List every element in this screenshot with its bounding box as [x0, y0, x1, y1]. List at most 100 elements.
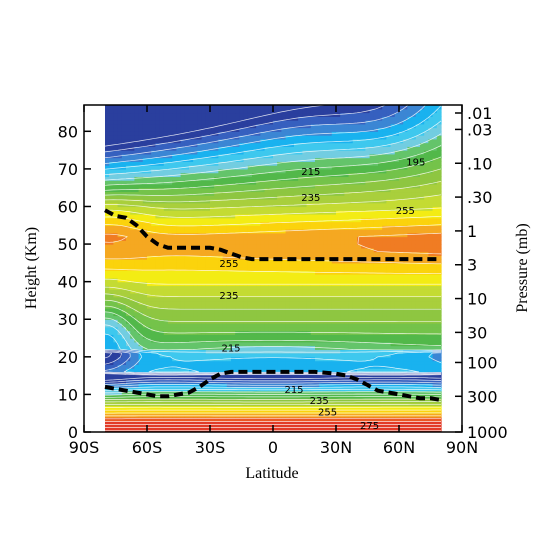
field-cell [184, 142, 190, 147]
field-cell [243, 168, 249, 174]
field-cell [130, 326, 135, 332]
field-cell [105, 270, 110, 275]
field-cell [281, 259, 287, 264]
field-cell [168, 315, 173, 320]
field-cell [226, 405, 232, 411]
field-cell [138, 142, 144, 147]
field-cell [176, 221, 182, 226]
field-cell [184, 255, 190, 260]
field-cell [298, 142, 303, 147]
field-cell [315, 289, 320, 294]
field-cell [319, 307, 324, 313]
field-cell [142, 379, 148, 384]
field-cell [168, 405, 173, 411]
field-cell [126, 191, 131, 196]
field-cell [222, 289, 228, 294]
field-cell [105, 289, 110, 294]
field-cell [180, 360, 186, 365]
field-cell [260, 180, 266, 185]
field-cell [218, 292, 224, 298]
field-cell [138, 153, 144, 159]
field-cell [113, 315, 119, 320]
field-cell [294, 195, 299, 200]
field-cell [273, 341, 278, 347]
field-cell [294, 120, 299, 125]
field-cell [315, 259, 320, 264]
field-cell [176, 360, 182, 365]
field-cell [247, 131, 253, 136]
field-cell [163, 353, 169, 358]
field-cell [189, 364, 194, 369]
field-cell [231, 274, 236, 279]
field-cell [109, 413, 114, 418]
field-cell [189, 229, 194, 234]
field-cell [205, 289, 211, 294]
field-cell [256, 289, 261, 294]
field-cell [134, 195, 140, 200]
field-cell [105, 206, 110, 211]
field-cell [231, 105, 236, 110]
field-cell [142, 165, 148, 170]
field-cell [130, 180, 135, 185]
field-cell [235, 240, 240, 245]
field-cell [214, 236, 219, 241]
field-cell [105, 142, 110, 147]
field-cell [331, 379, 337, 384]
field-cell [294, 214, 299, 219]
field-cell [315, 183, 320, 189]
field-cell [327, 341, 333, 347]
field-cell [176, 202, 182, 208]
field-cell [289, 161, 295, 166]
field-cell [302, 210, 308, 215]
field-cell [172, 153, 177, 159]
field-cell [268, 202, 274, 208]
field-cell [247, 123, 253, 129]
field-cell [298, 135, 303, 140]
field-cell [210, 221, 215, 226]
field-cell [126, 364, 131, 369]
field-cell [113, 274, 119, 279]
field-cell [315, 338, 320, 343]
field-cell [151, 304, 156, 309]
field-cell [126, 214, 131, 219]
field-cell [260, 274, 266, 279]
field-cell [180, 168, 186, 174]
field-cell [117, 123, 123, 129]
field-cell [168, 255, 173, 260]
field-cell [273, 168, 278, 174]
field-cell [159, 416, 165, 422]
field-cell [193, 105, 198, 110]
field-cell [180, 187, 186, 193]
field-cell [294, 296, 299, 302]
field-cell [302, 274, 308, 279]
field-cell [226, 281, 232, 287]
field-cell [336, 217, 341, 223]
field-cell [247, 191, 253, 196]
field-cell [172, 315, 177, 320]
field-cell [323, 229, 329, 234]
field-cell [327, 368, 333, 373]
field-cell [197, 349, 203, 354]
field-cell [193, 165, 198, 170]
field-cell [155, 292, 161, 298]
field-cell [277, 323, 282, 328]
field-cell [226, 274, 232, 279]
field-cell [109, 270, 114, 275]
field-cell [201, 300, 207, 305]
field-cell [268, 259, 274, 264]
field-cell [121, 262, 127, 268]
field-cell [319, 206, 324, 211]
field-cell [331, 236, 337, 241]
field-cell [336, 146, 341, 151]
field-cell [159, 255, 165, 260]
field-cell [323, 341, 329, 347]
field-cell [176, 300, 182, 305]
field-cell [172, 229, 177, 234]
field-cell [264, 401, 270, 407]
field-cell [197, 240, 203, 245]
field-cell [315, 405, 320, 411]
field-cell [243, 217, 249, 223]
field-cell [289, 330, 295, 335]
field-cell [310, 206, 316, 211]
field-cell [247, 266, 253, 271]
